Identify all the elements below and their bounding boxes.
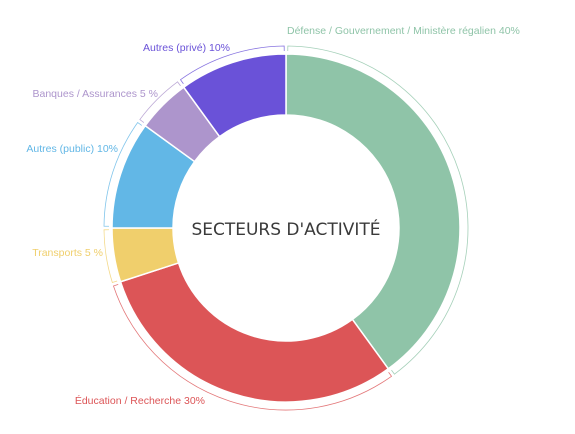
leader-education-recherche-30 [112, 283, 393, 411]
leader-autres-public-10 [103, 121, 143, 227]
label-defense-gouvernement-ministere-regalien-40: Défense / Gouvernement / Ministère régal… [287, 25, 520, 37]
label-autres-public-10: Autres (public) 10% [26, 143, 118, 155]
slice-defense-gouvernement-ministere-regalien-40 [285, 53, 461, 370]
slices [111, 53, 461, 403]
leader-banques-assurances-5 [139, 81, 181, 123]
slice-education-recherche-30 [119, 261, 390, 403]
label-transports-5: Transports 5 % [32, 247, 103, 259]
slice-labels: Défense / Gouvernement / Ministère régal… [26, 25, 520, 407]
leader-lines [103, 45, 469, 411]
label-banques-assurances-5: Banques / Assurances 5 % [33, 88, 159, 100]
label-autres-prive-10: Autres (privé) 10% [143, 42, 230, 54]
leader-transports-5 [103, 229, 118, 284]
slice-autres-prive-10 [182, 53, 287, 138]
chart-title: SECTEURS D'ACTIVITÉ [191, 218, 380, 240]
leader-defense-gouvernement-ministere-regalien-40 [287, 45, 469, 375]
leader-autres-prive-10 [179, 45, 285, 85]
label-education-recherche-30: Éducation / Recherche 30% [75, 394, 205, 407]
